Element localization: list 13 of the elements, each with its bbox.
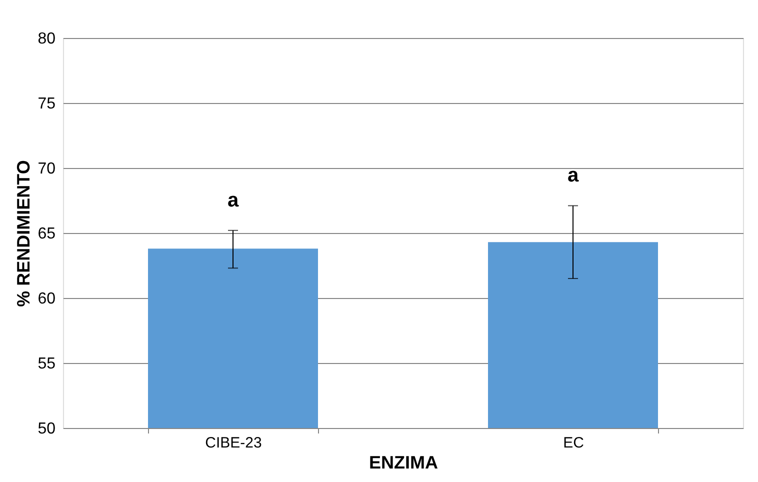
y-tick-label: 80 [38,30,56,48]
annotation: a [227,189,240,212]
y-tick-label: 60 [38,290,56,308]
x-tick-label: EC [563,434,584,452]
y-tick-label: 65 [38,226,56,242]
y-tick-label: 70 [38,160,56,178]
y-tick-label: 50 [38,420,56,438]
x-axis-title: ENZIMA [369,452,438,472]
y-tick-label: 55 [38,356,56,372]
annotation: a [567,164,580,187]
y-axis-title: % RENDIMIENTO [14,160,34,307]
x-tick-label: CIBE-23 [205,434,262,452]
y-tick-label: 75 [38,96,56,112]
